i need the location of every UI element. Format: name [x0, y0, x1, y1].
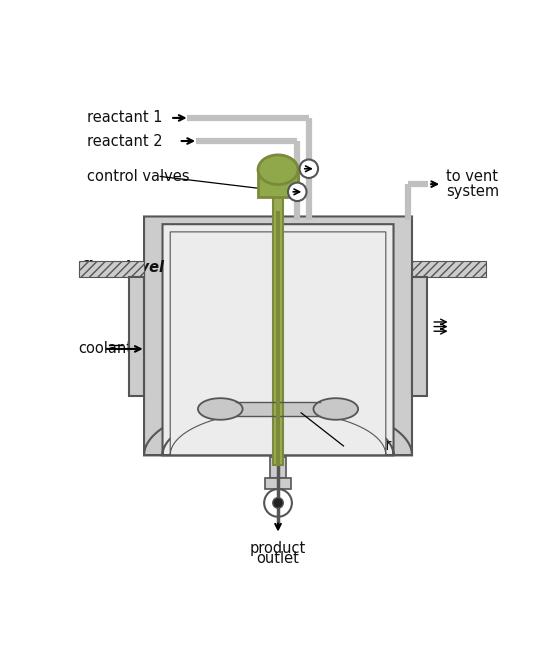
Bar — [276, 211, 280, 465]
Polygon shape — [163, 224, 394, 455]
Ellipse shape — [198, 398, 243, 420]
Polygon shape — [144, 217, 412, 455]
Bar — [412, 276, 427, 396]
Bar — [129, 276, 144, 396]
Text: outlet: outlet — [257, 552, 299, 567]
Polygon shape — [170, 232, 386, 455]
Circle shape — [264, 489, 292, 517]
Bar — [412, 261, 486, 276]
Text: reactant 2: reactant 2 — [87, 134, 163, 149]
Text: product: product — [250, 541, 306, 556]
Text: reactant 1: reactant 1 — [87, 110, 163, 125]
Circle shape — [288, 182, 306, 201]
Text: to vent: to vent — [446, 169, 498, 184]
Text: system: system — [446, 184, 499, 199]
Text: control valves: control valves — [87, 169, 190, 184]
Bar — [265, 478, 291, 489]
Circle shape — [300, 160, 318, 178]
Bar — [258, 169, 298, 197]
Bar — [79, 261, 144, 276]
Bar — [273, 192, 283, 465]
Text: coolant: coolant — [78, 341, 132, 356]
Ellipse shape — [314, 398, 358, 420]
Ellipse shape — [258, 155, 298, 184]
Text: floor level: floor level — [81, 260, 164, 275]
Bar — [220, 402, 336, 416]
Circle shape — [273, 498, 283, 508]
Text: stirrer: stirrer — [348, 439, 392, 454]
Bar — [270, 457, 287, 478]
Bar — [270, 192, 287, 197]
